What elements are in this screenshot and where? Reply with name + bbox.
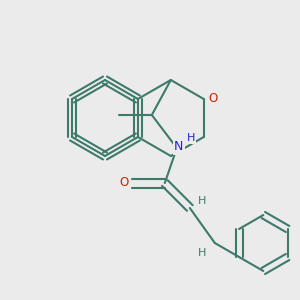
Text: H: H: [198, 248, 206, 258]
Text: N: N: [174, 140, 184, 154]
Text: H: H: [198, 196, 206, 206]
Text: O: O: [208, 92, 218, 106]
Text: O: O: [119, 176, 128, 190]
Text: H: H: [187, 133, 195, 143]
